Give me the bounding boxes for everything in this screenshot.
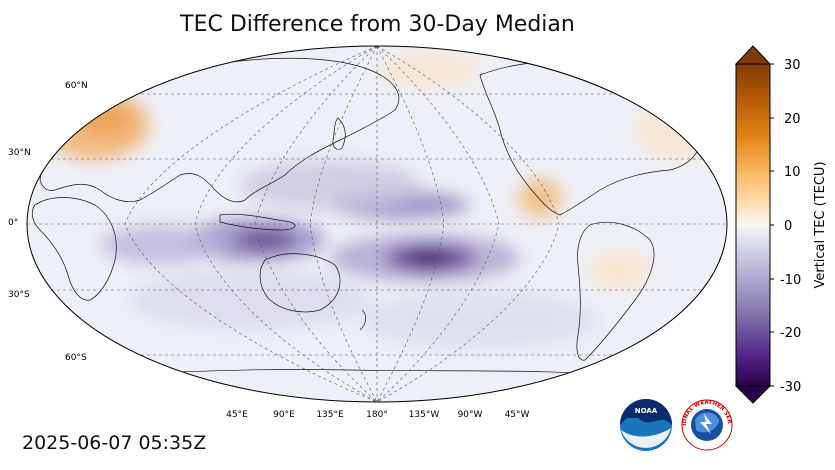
lon-label-45w: 45°W <box>505 410 530 420</box>
graticule <box>27 46 727 402</box>
colorbar-bottom-arrow <box>734 385 772 404</box>
colorbar-top-arrow <box>734 45 772 65</box>
colorbar-tick-0: 0 <box>784 219 792 234</box>
lat-label-60n: 60°N <box>65 81 88 91</box>
colorbar-tick-10: 10 <box>784 165 801 180</box>
colorbar: 30 20 10 0 -10 -20 -30 Vertical TEC (TEC… <box>734 45 828 404</box>
longitude-labels: 45°E 90°E 135°E 180° 135°W 90°W 45°W <box>226 410 529 420</box>
noaa-logo-text: NOAA <box>635 407 658 415</box>
colorbar-tick-minus-20: -20 <box>780 326 801 341</box>
lon-label-135w: 135°W <box>409 410 440 420</box>
colorbar-gradient <box>735 63 771 387</box>
lon-label-180: 180° <box>366 410 388 420</box>
colorbar-label: Vertical TEC (TECU) <box>813 161 828 288</box>
noaa-logo: NOAA <box>620 399 672 451</box>
globe-outline <box>26 45 728 403</box>
lon-label-90e: 90°E <box>273 410 295 420</box>
lat-label-30n: 30°N <box>8 148 31 158</box>
globe <box>26 45 728 403</box>
colorbar-tick-minus-30: -30 <box>780 380 801 395</box>
lon-label-135e: 135°E <box>316 410 344 420</box>
colorbar-tick-20: 20 <box>784 112 801 127</box>
page-title: TEC Difference from 30-Day Median <box>180 12 575 37</box>
colorbar-tick-minus-10: -10 <box>780 273 801 288</box>
lon-label-45e: 45°E <box>226 410 248 420</box>
lat-label-0: 0° <box>8 218 18 228</box>
lat-label-60s: 60°S <box>65 353 87 363</box>
anomaly-central-america <box>518 178 562 218</box>
colorbar-tick-30: 30 <box>784 58 801 73</box>
timestamp: 2025-06-07 05:35Z <box>22 432 207 454</box>
lat-label-30s: 30°S <box>8 290 30 300</box>
latitude-labels: 60°N 30°N 0° 30°S 60°S <box>8 81 88 363</box>
lon-label-90w: 90°W <box>458 410 483 420</box>
